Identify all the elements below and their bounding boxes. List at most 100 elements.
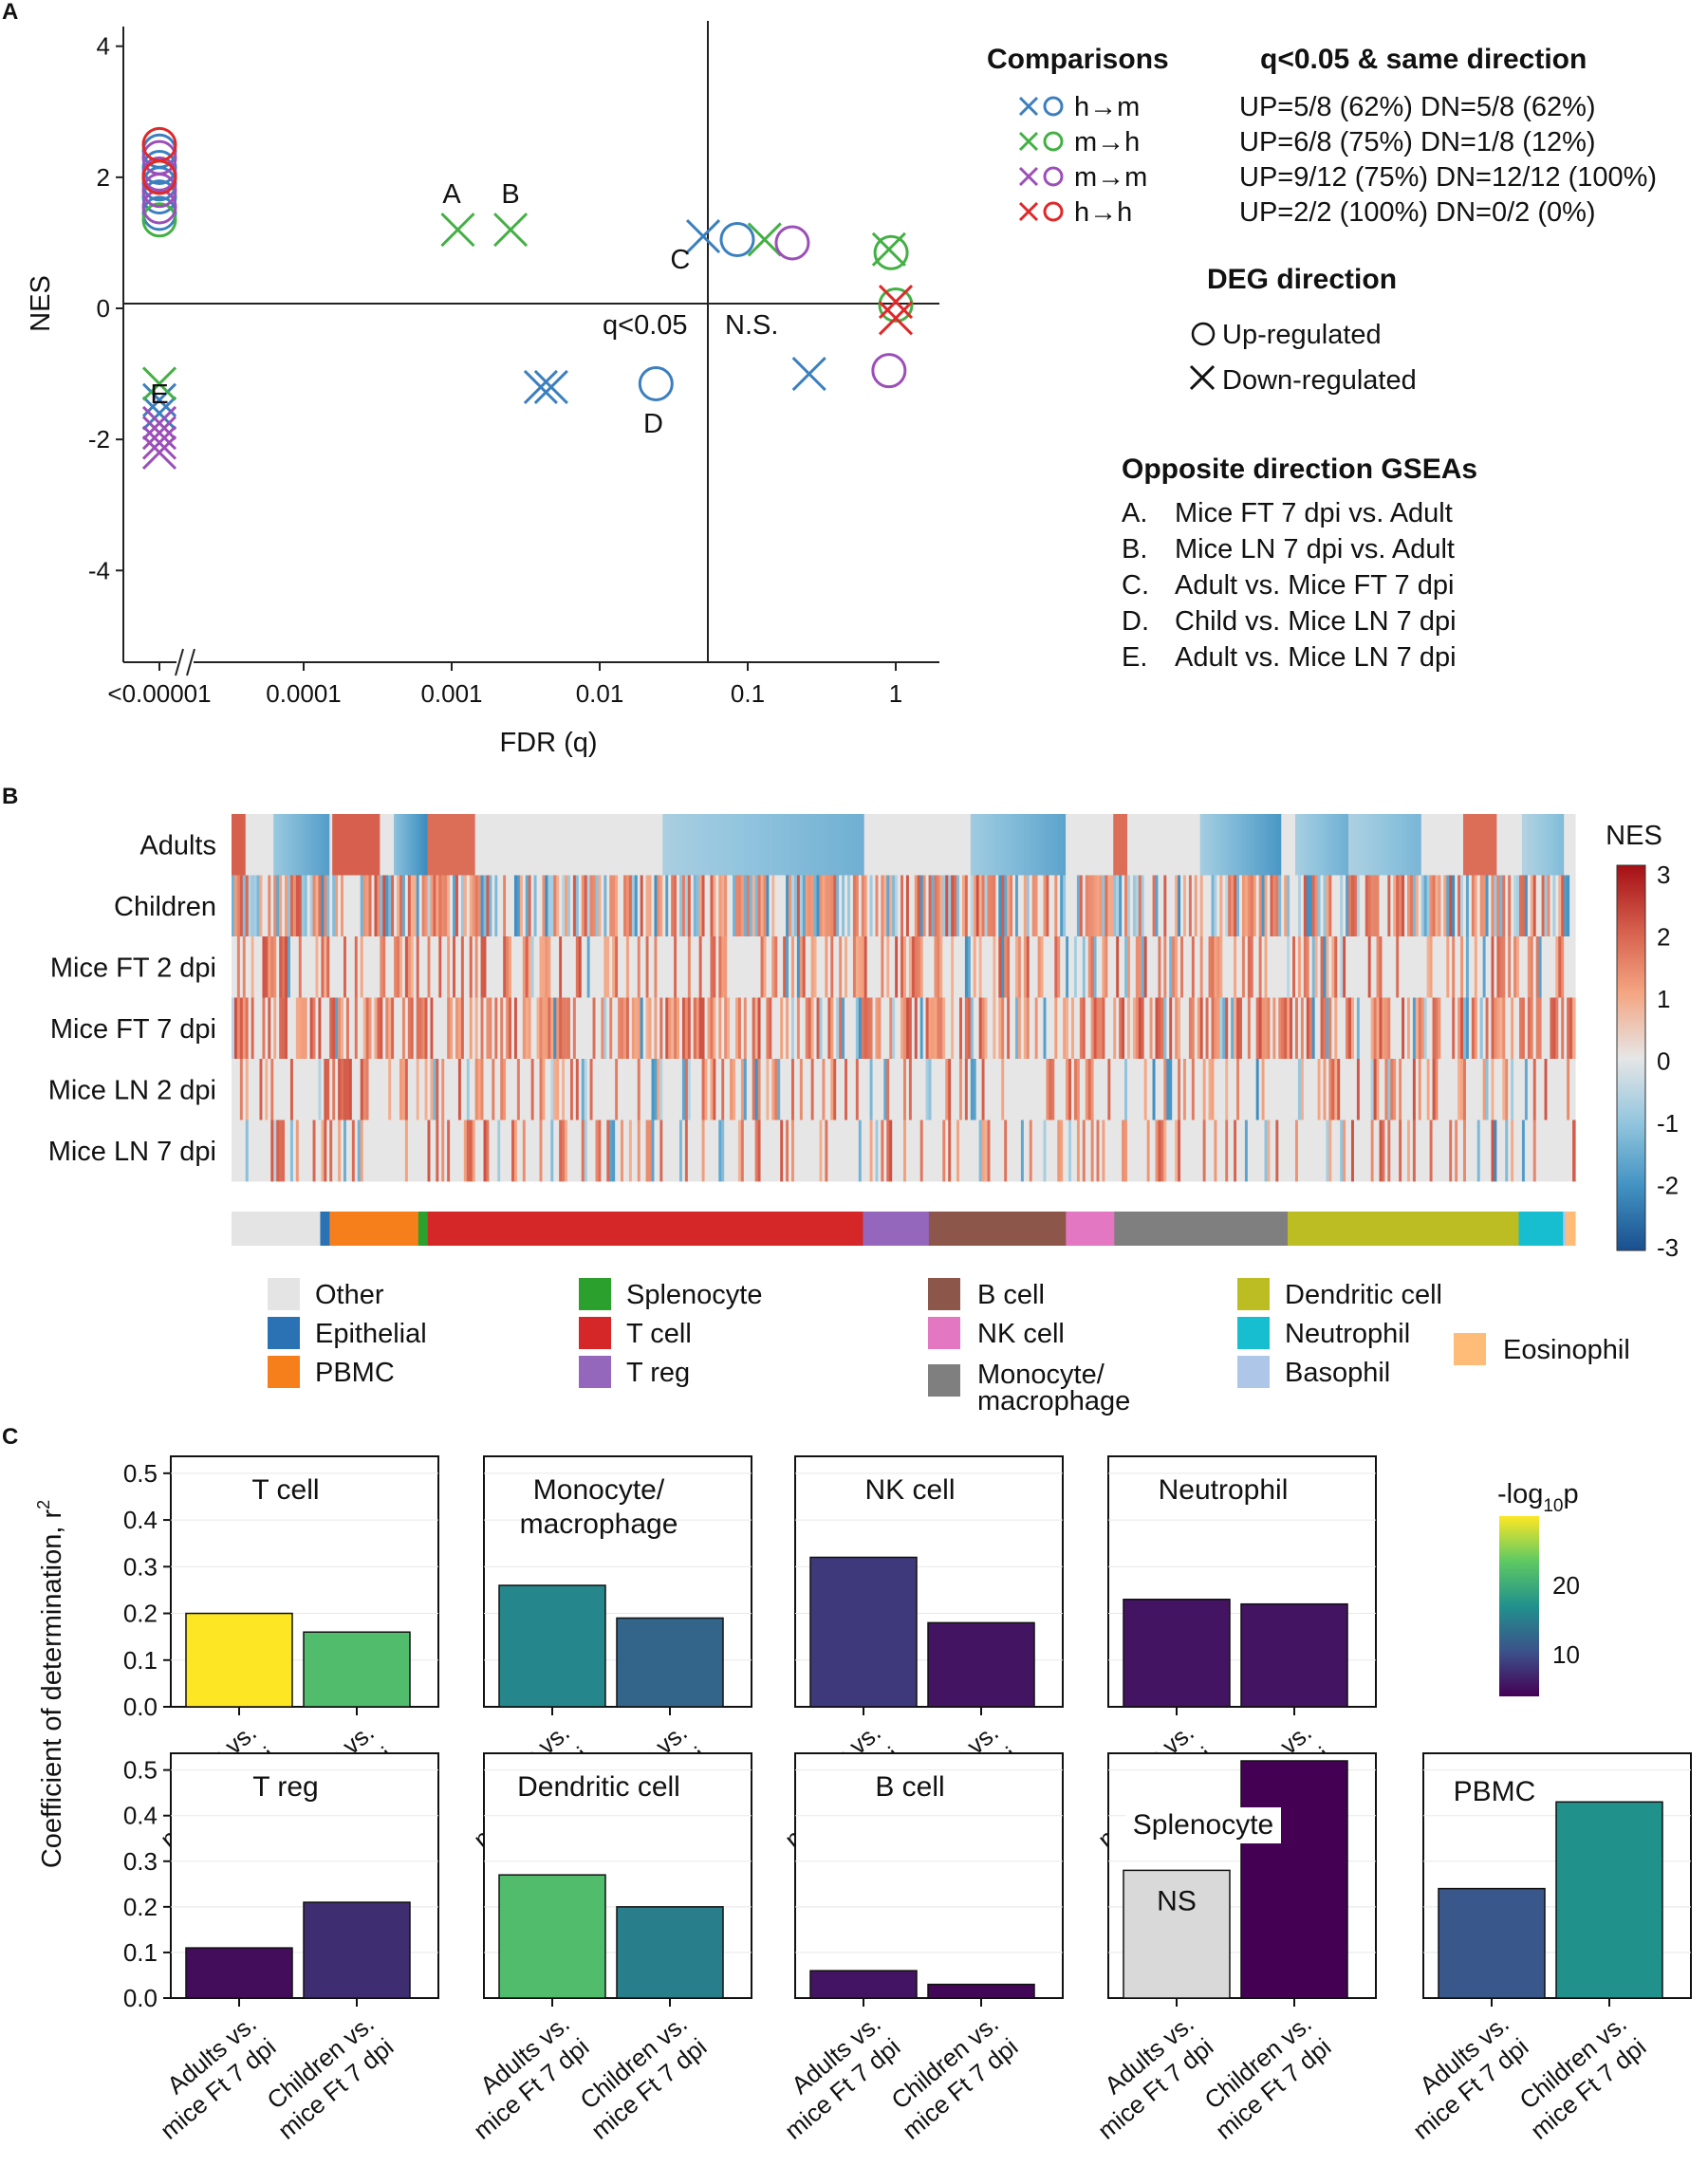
heatmap-cell (810, 875, 815, 937)
heatmap-cell (343, 814, 347, 876)
heatmap-cell (581, 936, 585, 998)
heatmap-cell (259, 1120, 264, 1182)
heatmap-cell (816, 1120, 821, 1182)
heatmap-cell (1225, 814, 1229, 876)
heatmap-cell (444, 814, 448, 876)
heatmap-cell (917, 997, 921, 1060)
heatmap-cell (637, 1120, 641, 1182)
heatmap-cell (819, 814, 824, 876)
heatmap-cell (777, 936, 781, 998)
heatmap-cell (1244, 875, 1249, 937)
heatmap-cell (872, 1059, 877, 1120)
heatmap-cell (1382, 997, 1385, 1060)
heatmap-cell (1569, 997, 1573, 1060)
heatmap-cell (492, 1059, 495, 1120)
heatmap-cell (265, 814, 269, 876)
heatmap-cell (444, 997, 448, 1060)
heatmap-cell (1102, 814, 1105, 876)
heatmap-cell (1116, 1120, 1120, 1182)
heatmap-cell (900, 1059, 904, 1120)
heatmap-cell (922, 1059, 927, 1120)
heatmap-cell (553, 875, 557, 937)
heatmap-cell (1138, 936, 1142, 998)
heatmap-cell (1323, 875, 1327, 937)
heatmap-cell (1007, 1120, 1011, 1182)
heatmap-cell (1505, 1120, 1509, 1182)
up-circle-icon (1191, 322, 1216, 346)
heatmap-cell (1102, 997, 1105, 1060)
heatmap-cell (704, 814, 709, 876)
heatmap-cell (1239, 814, 1243, 876)
heatmap-cell (842, 814, 845, 876)
heatmap-cell (1129, 1059, 1134, 1120)
heatmap-cell (1247, 875, 1252, 937)
legend-row-label: m→m (1074, 162, 1147, 193)
heatmap-cell (1116, 936, 1120, 998)
heatmap-cell (737, 936, 742, 998)
heatmap-cell (609, 936, 613, 998)
heatmap-cell (1110, 1059, 1114, 1120)
heatmap-cell (1415, 875, 1420, 937)
heatmap-cell (494, 875, 498, 937)
heatmap-cell (357, 875, 362, 937)
heatmap-cell (1356, 814, 1361, 876)
heatmap-cell (572, 875, 577, 937)
legend-row-m→m: m→m UP=9/12 (75%) DN=12/12 (100%) (1018, 162, 1657, 193)
heatmap-cell (1499, 936, 1503, 998)
heatmap-cell (1455, 997, 1458, 1060)
heatmap-cell (1175, 875, 1179, 937)
heatmap-cell (545, 1120, 548, 1182)
heatmap-cell (956, 936, 960, 998)
heatmap-cell (410, 814, 415, 876)
heatmap-cell (889, 814, 893, 876)
heatmap-cell (1550, 936, 1553, 998)
heatmap-cell (578, 1120, 583, 1182)
heatmap-cell (1183, 814, 1187, 876)
heatmap-cell (539, 1059, 544, 1120)
legend-a: Comparisons q<0.05 & same direction h→m U… (987, 44, 1657, 673)
heatmap-cell (503, 997, 507, 1060)
heatmap-cell (1519, 814, 1523, 876)
heatmap-cell (301, 997, 306, 1060)
heatmap-cell (309, 1059, 314, 1120)
heatmap-cell (1241, 936, 1246, 998)
heatmap-cell (690, 814, 695, 876)
heatmap-cell (1290, 875, 1293, 937)
heatmap-cell (1429, 875, 1434, 937)
heatmap-cell (771, 936, 775, 998)
heatmap-cell (1311, 1120, 1316, 1182)
heatmap-cell (1082, 875, 1086, 937)
heatmap-cell (945, 936, 949, 998)
heatmap-cell (326, 875, 330, 937)
heatmap-cell (506, 1059, 510, 1120)
x-tick-label: <0.00001 (107, 679, 211, 708)
heatmap-cell (1219, 814, 1223, 876)
heatmap-cell (625, 875, 630, 937)
heatmap-cell (1284, 1120, 1288, 1182)
heatmap-cell (889, 875, 893, 937)
heatmap-cell (1281, 997, 1285, 1060)
heatmap-cell (802, 814, 807, 876)
heatmap-cell (1105, 814, 1108, 876)
up-point-m→m (774, 225, 810, 261)
heatmap-cell (1051, 1120, 1055, 1182)
heatmap-cell (239, 814, 244, 876)
heatmap-cell (777, 875, 781, 937)
heatmap-cell (1132, 814, 1137, 876)
heatmap-cell (1412, 814, 1417, 876)
heatmap-cell (984, 814, 989, 876)
heatmap-cell (796, 1059, 801, 1120)
heatmap-cell (808, 997, 812, 1060)
heatmap-cell (1023, 875, 1028, 937)
heatmap-cell (1188, 814, 1193, 876)
legend-row-label: h→m (1074, 92, 1140, 122)
heatmap-cell (542, 814, 546, 876)
heatmap-cell (839, 936, 843, 998)
heatmap-cell (822, 936, 826, 998)
heatmap-cell (232, 1120, 235, 1182)
heatmap-cell (791, 997, 795, 1060)
heatmap-cell (1143, 1120, 1148, 1182)
heatmap-cell (382, 814, 386, 876)
heatmap-cell (648, 814, 653, 876)
r2-tick-label: 0.4 (123, 1506, 158, 1534)
